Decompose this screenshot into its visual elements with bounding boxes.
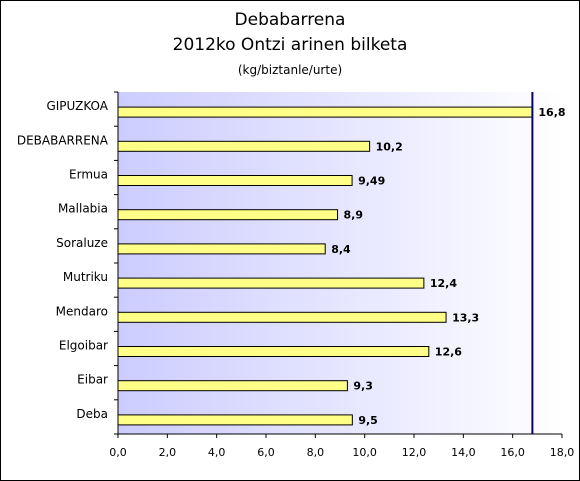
- category-label: Deba: [76, 407, 108, 421]
- bar: [117, 106, 533, 118]
- chart-unit-label: (kg/biztanle/urte): [237, 63, 343, 77]
- chart-subtitle: 2012ko Ontzi arinen bilketa: [172, 35, 408, 55]
- x-tick-label: 6,0: [257, 446, 275, 459]
- x-tick-label: 2,0: [159, 446, 177, 459]
- x-tick-label: 0,0: [109, 446, 127, 459]
- x-tick-label: 10,0: [352, 446, 377, 459]
- bar-value-label: 9,49: [358, 175, 385, 188]
- bar-value-label: 10,2: [376, 140, 403, 153]
- bar-value-label: 9,3: [353, 380, 373, 393]
- x-tick-label: 12,0: [402, 446, 427, 459]
- category-label: Elgoibar: [59, 339, 108, 353]
- bar-value-label: 8,9: [344, 209, 364, 222]
- bar: [117, 346, 430, 357]
- x-tick-label: 8,0: [307, 446, 325, 459]
- bar-value-label: 12,4: [430, 277, 457, 290]
- x-tick-label: 18,0: [550, 446, 575, 459]
- bar: [117, 175, 353, 186]
- x-tick-label: 14,0: [451, 446, 476, 459]
- bar: [117, 380, 348, 392]
- x-tick-label: 4,0: [208, 446, 226, 459]
- x-tick-label: 16,0: [500, 446, 525, 459]
- category-label: Soraluze: [56, 236, 108, 250]
- category-label: Mallabia: [58, 202, 108, 216]
- bar: [117, 140, 371, 152]
- category-label: GIPUZKOA: [46, 99, 108, 113]
- category-label: Mendaro: [56, 304, 108, 318]
- bar-value-label: 13,3: [452, 311, 479, 324]
- bar: [117, 311, 447, 323]
- category-label: DEBABARRENA: [17, 133, 109, 147]
- bar-value-label: 16,8: [538, 106, 565, 119]
- bar-value-label: 9,5: [358, 414, 378, 427]
- bar: [117, 243, 326, 255]
- category-label: Mutriku: [63, 270, 108, 284]
- bar: [117, 277, 425, 289]
- bar: [117, 414, 353, 426]
- bar: [117, 209, 339, 221]
- category-label: Eibar: [77, 373, 108, 387]
- bar-value-label: 8,4: [331, 243, 351, 256]
- chart-title: Debabarrena: [234, 10, 346, 30]
- category-label: Ermua: [69, 168, 108, 182]
- bar-value-label: 12,6: [435, 346, 462, 359]
